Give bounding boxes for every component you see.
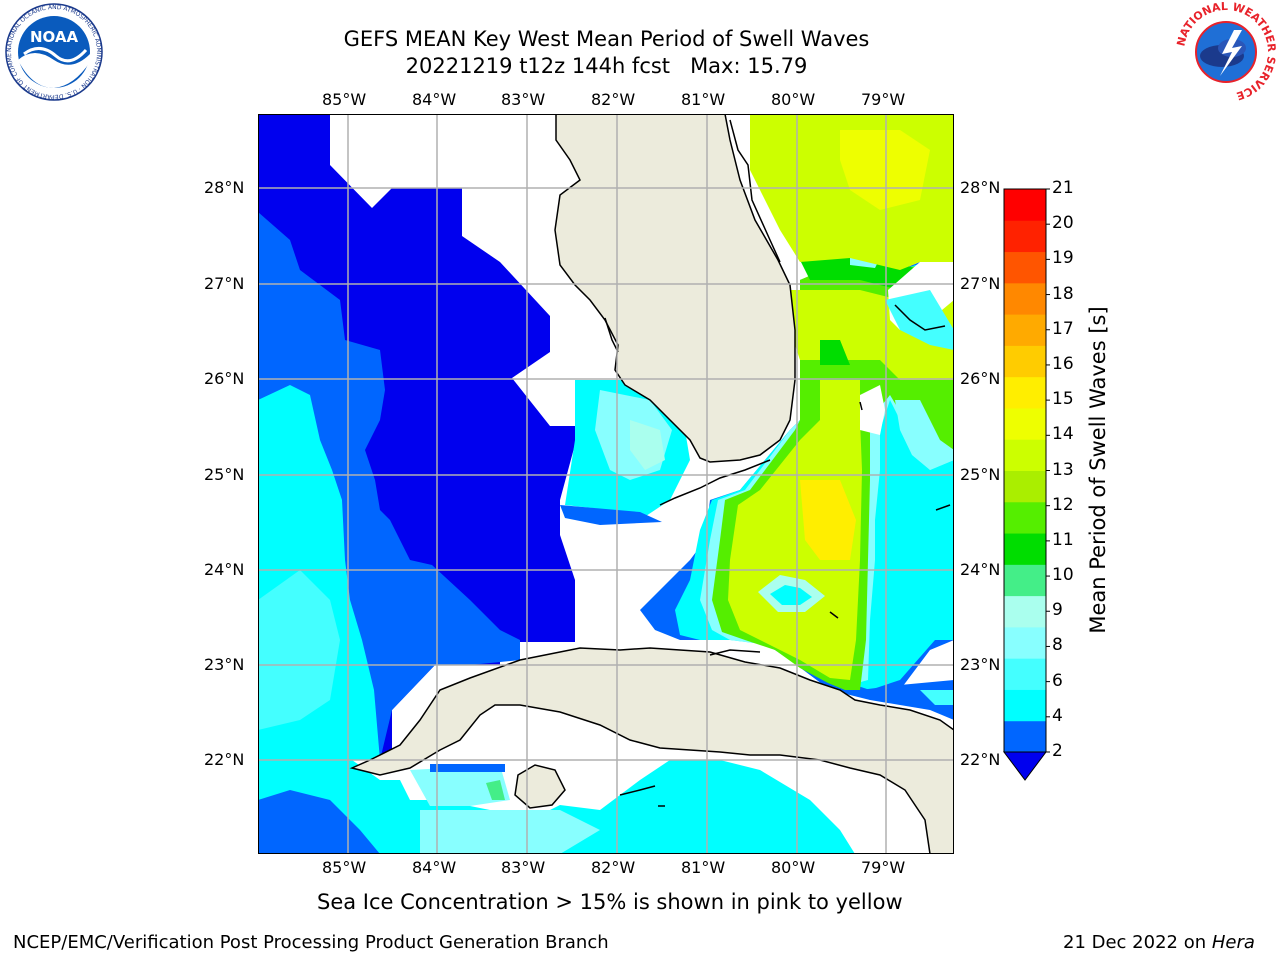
colorbar-segment <box>1004 564 1046 597</box>
colorbar-tick-label: 21 <box>1052 178 1074 198</box>
noaa-logo-text: NOAA <box>30 28 79 46</box>
colorbar-segment <box>1004 595 1046 628</box>
footer-right: 21 Dec 2022 on Hera <box>1063 932 1255 953</box>
colorbar-segments <box>1004 189 1046 753</box>
footer-left: NCEP/EMC/Verification Post Processing Pr… <box>13 932 609 953</box>
lon-label-85w: 85°W <box>322 858 367 877</box>
lon-label-82w: 82°W <box>591 858 636 877</box>
lon-label-80w: 80°W <box>771 90 816 109</box>
lat-label-25n: 25°N <box>204 465 245 484</box>
colorbar-tick-label: 17 <box>1052 318 1074 339</box>
colorbar <box>1003 188 1050 781</box>
colorbar-segment <box>1004 501 1046 534</box>
colorbar-tick-label: 6 <box>1052 670 1063 691</box>
colorbar-ticks <box>1046 188 1050 753</box>
lat-label-22n: 22°N <box>960 750 1001 769</box>
lat-label-22n: 22°N <box>204 750 245 769</box>
colorbar-tick-label: 13 <box>1052 459 1074 480</box>
colorbar-tick-label: 19 <box>1052 248 1074 269</box>
colorbar-tick-label: 4 <box>1052 705 1063 726</box>
colorbar-tick-label: 14 <box>1052 424 1074 445</box>
colorbar-tick-label: 11 <box>1052 529 1074 550</box>
lon-label-84w: 84°W <box>412 90 457 109</box>
colorbar-segment <box>1004 251 1046 284</box>
colorbar-tick-label: 20 <box>1052 213 1074 234</box>
lon-label-80w: 80°W <box>771 858 816 877</box>
lon-label-79w: 79°W <box>861 90 906 109</box>
lat-label-27n: 27°N <box>204 274 245 293</box>
colorbar-tick-label: 2 <box>1052 741 1063 761</box>
lat-label-26n: 26°N <box>960 369 1001 388</box>
colorbar-segment <box>1004 314 1046 346</box>
chart-title-line1: GEFS MEAN Key West Mean Period of Swell … <box>343 27 870 51</box>
lon-label-83w: 83°W <box>501 90 546 109</box>
lat-label-23n: 23°N <box>960 655 1001 674</box>
lat-label-27n: 27°N <box>960 274 1001 293</box>
lon-label-79w: 79°W <box>861 858 906 877</box>
colorbar-segment <box>1004 720 1046 753</box>
colorbar-segment <box>1004 407 1046 440</box>
colorbar-tick-label: 16 <box>1052 353 1074 374</box>
florida-peninsula <box>554 114 796 463</box>
colorbar-under-triangle <box>1003 751 1047 781</box>
nws-logo: NATIONAL WEATHER SERVICE <box>1176 2 1276 102</box>
coastline-details <box>604 119 951 807</box>
colorbar-segment <box>1004 220 1046 253</box>
colorbar-segment <box>1004 658 1046 690</box>
colorbar-segment <box>1004 439 1046 471</box>
lat-label-28n: 28°N <box>960 178 1001 197</box>
lon-label-81w: 81°W <box>681 90 726 109</box>
footer-date: 21 Dec 2022 on <box>1063 932 1212 953</box>
colorbar-segment <box>1004 345 1046 378</box>
lon-label-82w: 82°W <box>591 90 636 109</box>
footer-host: Hera <box>1211 932 1255 953</box>
colorbar-tick-label: 18 <box>1052 283 1074 304</box>
lat-label-23n: 23°N <box>204 655 245 674</box>
lon-label-81w: 81°W <box>681 858 726 877</box>
sea-ice-note: Sea Ice Concentration > 15% is shown in … <box>317 890 903 914</box>
colorbar-segment <box>1004 189 1046 221</box>
colorbar-title: Mean Period of Swell Waves [s] <box>1086 306 1110 634</box>
colorbar-segment <box>1004 689 1046 722</box>
lat-label-24n: 24°N <box>960 560 1001 579</box>
colorbar-tick-label: 9 <box>1052 600 1063 621</box>
swell-period-map <box>258 114 954 854</box>
colorbar-segment <box>1004 533 1046 565</box>
lat-label-26n: 26°N <box>204 369 245 388</box>
lon-label-84w: 84°W <box>412 858 457 877</box>
lon-label-83w: 83°W <box>501 858 546 877</box>
colorbar-segment <box>1004 282 1046 315</box>
noaa-logo: NATIONAL OCEANIC AND ATMOSPHERIC ADMINIS… <box>4 2 103 101</box>
chart-title-line2: 20221219 t12z 144h fcst Max: 15.79 <box>405 54 808 78</box>
lat-label-24n: 24°N <box>204 560 245 579</box>
colorbar-tick-label: 15 <box>1052 389 1074 410</box>
colorbar-tick-label: 10 <box>1052 565 1074 586</box>
colorbar-segment <box>1004 470 1046 503</box>
lat-label-25n: 25°N <box>960 465 1001 484</box>
lat-label-28n: 28°N <box>204 178 245 197</box>
colorbar-tick-label: 8 <box>1052 635 1063 656</box>
colorbar-segment <box>1004 626 1046 659</box>
grid-lines <box>258 114 954 854</box>
lon-label-85w: 85°W <box>322 90 367 109</box>
colorbar-tick-label: 12 <box>1052 494 1074 515</box>
colorbar-segment <box>1004 376 1046 409</box>
